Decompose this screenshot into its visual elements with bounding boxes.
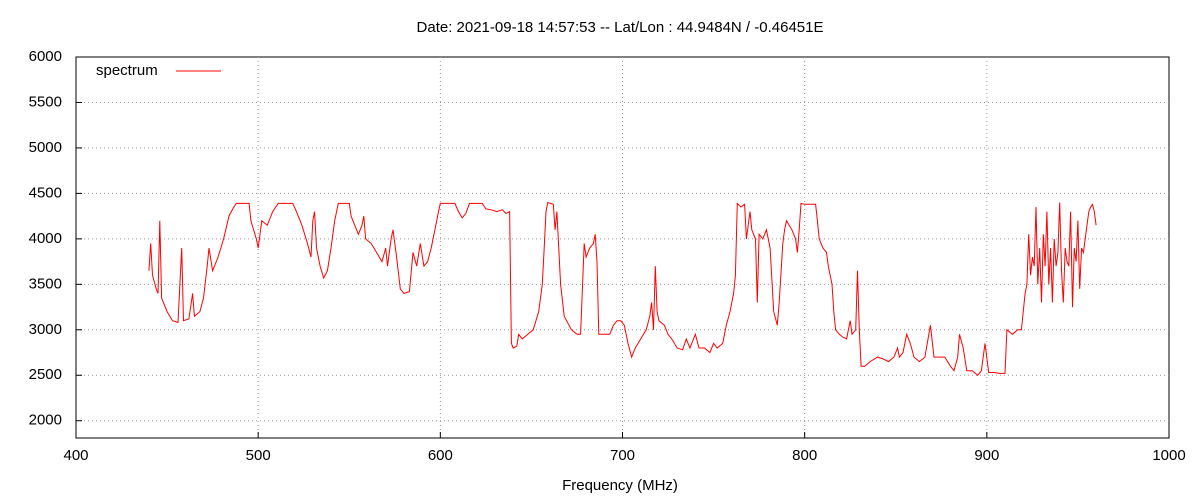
y-tick-label: 4000	[29, 230, 62, 247]
y-tick-label: 5500	[29, 93, 62, 110]
x-axis-label: Frequency (MHz)	[562, 477, 678, 494]
y-tick-label: 5000	[29, 139, 62, 156]
y-tick-label: 2000	[29, 412, 62, 429]
x-tick-label: 1000	[1152, 447, 1185, 464]
chart-title: Date: 2021-09-18 14:57:53 -- Lat/Lon : 4…	[417, 19, 824, 36]
y-tick-label: 2500	[29, 366, 62, 383]
y-tick-label: 3500	[29, 275, 62, 292]
plot-frame	[75, 56, 1170, 439]
y-tick-label: 6000	[29, 48, 62, 65]
x-tick-label: 500	[246, 447, 271, 464]
x-tick-label: 800	[792, 447, 817, 464]
y-tick-label: 4500	[29, 184, 62, 201]
legend-label: spectrum	[96, 62, 158, 79]
x-tick-label: 600	[428, 447, 453, 464]
y-tick-label: 3000	[29, 321, 62, 338]
x-tick-label: 900	[974, 447, 999, 464]
spectrum-line	[148, 201, 1097, 377]
x-tick-label: 700	[610, 447, 635, 464]
x-tick-label: 400	[63, 447, 88, 464]
